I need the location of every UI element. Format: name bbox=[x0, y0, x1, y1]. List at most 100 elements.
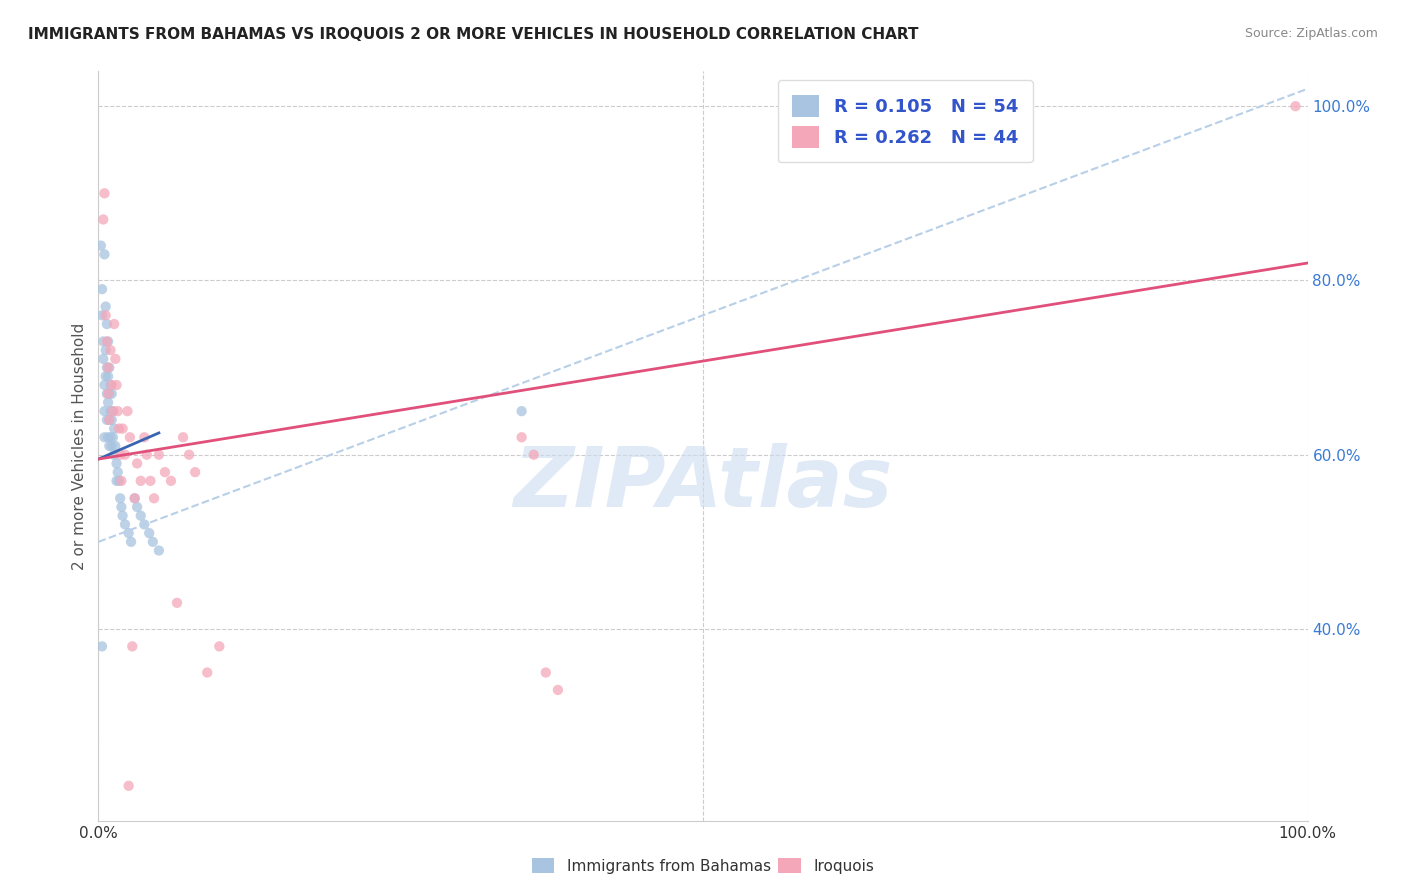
Point bbox=[120, 534, 142, 549]
Point bbox=[93, 404, 115, 418]
Point bbox=[101, 404, 124, 418]
Point bbox=[114, 448, 136, 462]
Point bbox=[93, 247, 115, 261]
Point bbox=[91, 308, 114, 322]
Point bbox=[184, 465, 207, 479]
Point bbox=[110, 500, 132, 514]
Point bbox=[101, 404, 124, 418]
Legend: Immigrants from Bahamas, Iroquois: Immigrants from Bahamas, Iroquois bbox=[526, 852, 880, 880]
Point bbox=[93, 430, 115, 444]
Point bbox=[143, 491, 166, 506]
Point bbox=[94, 343, 117, 358]
Point bbox=[98, 413, 121, 427]
Point bbox=[96, 317, 118, 331]
Point bbox=[523, 448, 546, 462]
Point bbox=[100, 430, 122, 444]
Point bbox=[98, 386, 121, 401]
Point bbox=[139, 474, 162, 488]
Point bbox=[90, 238, 112, 252]
Point bbox=[172, 430, 194, 444]
Point bbox=[97, 334, 120, 349]
Point bbox=[100, 378, 122, 392]
Point bbox=[510, 430, 533, 444]
Point bbox=[138, 526, 160, 541]
Point bbox=[114, 517, 136, 532]
Point bbox=[91, 334, 114, 349]
Point bbox=[153, 465, 176, 479]
Point bbox=[100, 439, 122, 453]
Point bbox=[134, 517, 156, 532]
Point bbox=[91, 282, 114, 296]
Point bbox=[108, 448, 131, 462]
Point bbox=[127, 457, 149, 471]
Point bbox=[104, 351, 127, 366]
Point bbox=[179, 448, 201, 462]
Point bbox=[100, 343, 122, 358]
Point bbox=[108, 421, 131, 435]
Point bbox=[105, 474, 128, 488]
Point bbox=[94, 308, 117, 322]
Point bbox=[91, 640, 114, 654]
Point bbox=[107, 404, 129, 418]
Point bbox=[142, 534, 165, 549]
Point bbox=[98, 413, 121, 427]
Legend: R = 0.105   N = 54, R = 0.262   N = 44: R = 0.105 N = 54, R = 0.262 N = 44 bbox=[778, 80, 1032, 162]
Point bbox=[118, 430, 141, 444]
Point bbox=[111, 421, 134, 435]
Point bbox=[208, 640, 231, 654]
Point bbox=[96, 413, 118, 427]
Point bbox=[100, 413, 122, 427]
Point bbox=[110, 474, 132, 488]
Point bbox=[129, 508, 152, 523]
Point bbox=[103, 421, 125, 435]
Point bbox=[91, 351, 114, 366]
Point bbox=[135, 448, 157, 462]
Point bbox=[160, 474, 183, 488]
Point bbox=[148, 448, 170, 462]
Point bbox=[108, 474, 131, 488]
Point bbox=[134, 430, 156, 444]
Point bbox=[100, 386, 122, 401]
Point bbox=[127, 500, 149, 514]
Point bbox=[534, 665, 557, 680]
Point bbox=[97, 386, 120, 401]
Point bbox=[100, 378, 122, 392]
Point bbox=[118, 779, 141, 793]
Point bbox=[98, 439, 121, 453]
Point bbox=[101, 430, 124, 444]
Point bbox=[510, 404, 533, 418]
Point bbox=[111, 508, 134, 523]
Point bbox=[93, 378, 115, 392]
Point bbox=[97, 360, 120, 375]
Text: Source: ZipAtlas.com: Source: ZipAtlas.com bbox=[1244, 27, 1378, 40]
Point bbox=[104, 439, 127, 453]
Point bbox=[97, 395, 120, 409]
Point bbox=[121, 640, 143, 654]
Point bbox=[1284, 99, 1306, 113]
Point bbox=[94, 369, 117, 384]
Point bbox=[93, 186, 115, 201]
Point bbox=[124, 491, 146, 506]
Point bbox=[166, 596, 188, 610]
Point bbox=[118, 526, 141, 541]
Point bbox=[107, 465, 129, 479]
Point bbox=[195, 665, 218, 680]
Point bbox=[96, 360, 118, 375]
Point bbox=[108, 491, 131, 506]
Point bbox=[98, 360, 121, 375]
Text: IMMIGRANTS FROM BAHAMAS VS IROQUOIS 2 OR MORE VEHICLES IN HOUSEHOLD CORRELATION : IMMIGRANTS FROM BAHAMAS VS IROQUOIS 2 OR… bbox=[28, 27, 918, 42]
Point bbox=[94, 300, 117, 314]
Point bbox=[124, 491, 146, 506]
Point bbox=[91, 212, 114, 227]
Text: ZIPAtlas: ZIPAtlas bbox=[513, 443, 893, 524]
Point bbox=[97, 430, 120, 444]
Point bbox=[96, 334, 118, 349]
Point bbox=[547, 682, 569, 697]
Point bbox=[103, 317, 125, 331]
Point bbox=[103, 448, 125, 462]
Point bbox=[117, 404, 139, 418]
Point bbox=[148, 543, 170, 558]
Point bbox=[96, 386, 118, 401]
Point bbox=[129, 474, 152, 488]
Point bbox=[105, 378, 128, 392]
